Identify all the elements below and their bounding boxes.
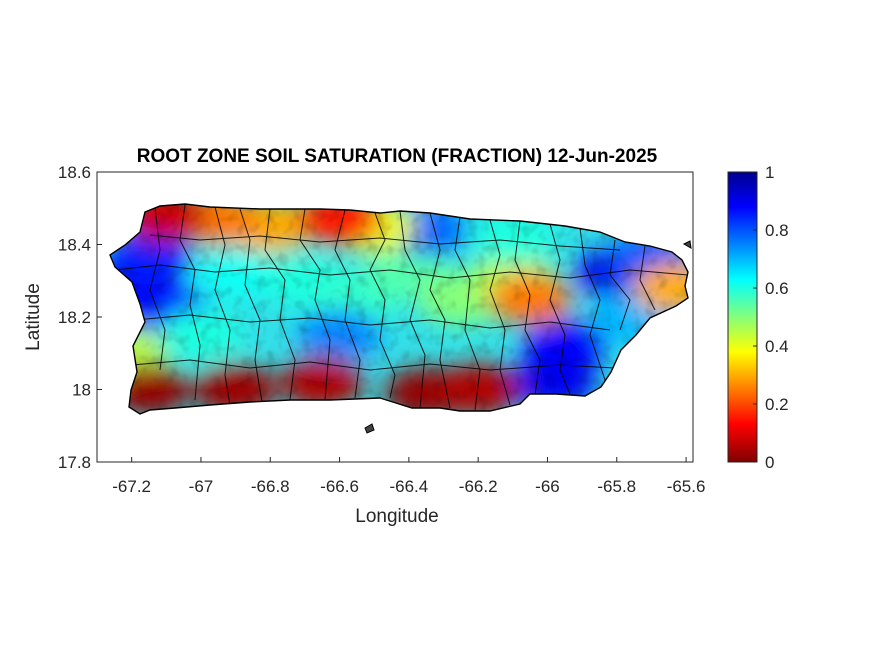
y-axis-label: Latitude (23, 283, 44, 351)
island-coastline (109, 203, 689, 415)
boundary-line (639, 245, 656, 311)
x-tick-label: -65.6 (667, 477, 706, 496)
colorbar-tick-label: 0.4 (765, 337, 789, 356)
heatmap-speckle (110, 204, 688, 414)
x-tick-label: -67 (189, 477, 214, 496)
colorbar-tick-label: 0.8 (765, 221, 789, 240)
colorbar-tick-label: 0.2 (765, 395, 789, 414)
x-tick-label: -65.8 (597, 477, 636, 496)
boundary-line (399, 210, 426, 409)
y-tick-label: 17.8 (58, 453, 91, 472)
boundary-line (149, 234, 621, 251)
boundary-line (114, 264, 688, 279)
chart-title: ROOT ZONE SOIL SATURATION (FRACTION) 12-… (137, 146, 658, 167)
boundary-line (609, 239, 631, 331)
boundary-line (579, 227, 606, 381)
boundary-line (489, 219, 511, 406)
y-tick-label: 18.4 (58, 236, 91, 255)
small-islet (682, 240, 692, 249)
boundary-line (549, 223, 571, 395)
boundary-line (179, 204, 201, 401)
x-tick-label: -66.4 (389, 477, 428, 496)
small-islet (364, 423, 375, 434)
boundary-line (334, 209, 361, 399)
colorbar-tick-label: 0 (765, 453, 774, 472)
boundary-line (369, 212, 396, 399)
colorbar-tick-label: 1 (765, 163, 774, 182)
colorbar-tick-label: 0.6 (765, 279, 789, 298)
boundary-line (131, 359, 616, 371)
x-tick-label: -66 (535, 477, 560, 496)
y-tick-label: 18 (72, 381, 91, 400)
colorbar: 1 0.8 0.6 0.4 0.2 0 (727, 163, 789, 472)
y-tick-label: 18.6 (58, 163, 91, 182)
boundary-line (454, 216, 481, 411)
boundary-line (134, 314, 611, 331)
municipality-boundaries (114, 204, 688, 411)
boundary-line (514, 220, 541, 396)
x-tick-label: -66.8 (251, 477, 290, 496)
colorbar-gradient (727, 171, 758, 463)
colorbar-ticks: 1 0.8 0.6 0.4 0.2 0 (753, 163, 789, 472)
x-axis-label: Longitude (355, 506, 438, 527)
y-tick-label: 18.2 (58, 308, 91, 327)
y-axis: 18.6 18.4 18.2 18 17.8 (58, 163, 102, 472)
x-tick-label: -66.6 (320, 477, 359, 496)
boundary-line (264, 208, 296, 401)
x-tick-label: -67.2 (112, 477, 151, 496)
x-axis: -67.2 -67 -66.8 -66.6 -66.4 -66.2 -66 -65.8 -65.… (112, 457, 705, 496)
boundary-line (299, 208, 331, 401)
x-tick-label: -66.2 (459, 477, 498, 496)
